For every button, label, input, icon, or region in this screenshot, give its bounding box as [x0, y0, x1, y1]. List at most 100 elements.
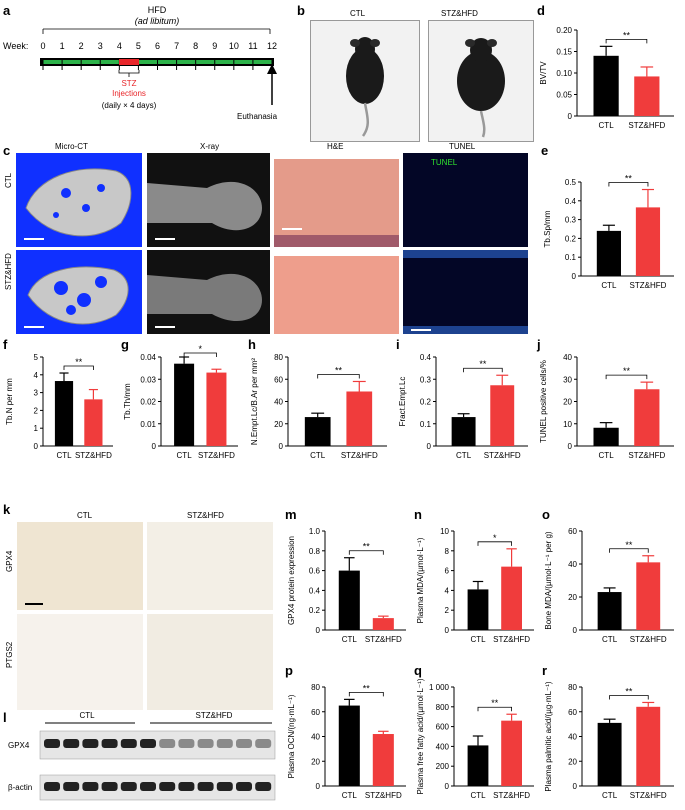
category-label: STZ&HFD: [493, 635, 530, 644]
bar-ctl: [304, 417, 331, 446]
panel-letter-a: a: [3, 3, 11, 18]
y-tick-label: 0.2: [309, 606, 321, 615]
y-tick-label: 40: [568, 560, 577, 569]
y-axis-label: Plasma MDA/(µmol·L⁻¹): [416, 537, 425, 623]
week-number: 6: [155, 41, 160, 51]
gpx4-band: [255, 739, 272, 748]
y-tick-label: 0.2: [565, 234, 577, 243]
chart-o: 0 20 40 60 Bone MDA/(µmol·L⁻¹ per g) CTL STZ&H…: [544, 527, 674, 644]
y-tick-label: 30: [563, 375, 572, 384]
bar-stz: [490, 385, 515, 446]
y-tick-label: 0.5: [565, 178, 577, 187]
bar-ctl: [593, 427, 619, 446]
category-label: STZ&HFD: [365, 635, 402, 644]
y-tick-label: 40: [563, 353, 572, 362]
col-label-tunel: TUNEL: [449, 142, 476, 151]
actin-band: [255, 782, 272, 791]
y-tick-label: 0.4: [565, 197, 577, 206]
y-tick-label: 4: [445, 586, 450, 595]
significance-label: *: [199, 344, 203, 354]
y-tick-label: 0.3: [420, 375, 432, 384]
week-number: 5: [136, 41, 141, 51]
y-axis-label: Plasma OCN/(ng·mL⁻¹): [287, 694, 296, 778]
panel-letter-l: l: [3, 710, 7, 725]
actin-band: [120, 782, 137, 791]
bar-ctl: [338, 705, 360, 786]
actin-band: [101, 782, 118, 791]
category-label: CTL: [56, 451, 72, 460]
significance-label: **: [625, 174, 633, 184]
panel-letter-m: m: [285, 507, 297, 522]
week-label: Week:: [3, 41, 28, 51]
y-tick-label: 0.4: [420, 353, 432, 362]
y-tick-label: 0: [34, 442, 39, 451]
gpx4-band: [216, 739, 233, 748]
actin-band: [140, 782, 156, 791]
y-tick-label: 60: [311, 708, 320, 717]
microct-ctl-image: [16, 153, 142, 247]
significance-bracket: [63, 365, 94, 371]
bar-ctl: [174, 363, 195, 446]
col-label-xray: X-ray: [200, 142, 220, 151]
y-tick-label: 0: [568, 442, 573, 451]
panel-letter-q: q: [414, 663, 422, 678]
he-stz-image: [274, 250, 399, 334]
significance-label: **: [625, 686, 633, 696]
stz-label: STZ: [121, 79, 136, 88]
week-number: 8: [193, 41, 198, 51]
col-label-microct: Micro-CT: [55, 142, 88, 151]
actin-band: [197, 782, 214, 791]
y-tick-label: 0.8: [309, 547, 321, 556]
y-tick-label: 3: [34, 389, 39, 398]
category-label: CTL: [342, 635, 358, 644]
gpx4-ctl-image: [17, 522, 143, 610]
panel-letter-r: r: [542, 663, 548, 678]
y-tick-label: 2: [34, 406, 39, 415]
bar-stz: [634, 389, 660, 446]
ptgs2-stz-image: [147, 614, 273, 710]
y-tick-label: 4: [34, 371, 39, 380]
category-label: CTL: [599, 121, 615, 130]
chart-n: 0 2 4 6 8 10 Plasma MDA/(µmol·L⁻¹) CTL STZ&HFD *: [416, 527, 534, 644]
significance-label: **: [623, 366, 631, 376]
y-tick-label: 80: [311, 683, 320, 692]
y-tick-label: 40: [274, 398, 283, 407]
y-tick-label: 60: [568, 708, 577, 717]
week-number: 1: [60, 41, 65, 51]
blot-row-actin: β-actin: [8, 783, 32, 792]
gpx4-band: [197, 739, 214, 748]
panel-letter-h: h: [248, 337, 256, 352]
hfd-label: HFD: [148, 5, 167, 15]
week-number: 11: [248, 41, 257, 51]
actin-band: [236, 782, 252, 791]
significance-bracket: [609, 548, 649, 553]
bar-stz: [636, 562, 661, 630]
bar-ctl: [467, 745, 489, 786]
western-blot: CTL STZ&HFD GPX4 β-actin: [8, 711, 276, 801]
y-tick-label: 80: [274, 353, 283, 362]
week-number: 7: [174, 41, 179, 51]
bar-ctl: [467, 589, 489, 630]
blot-group-stz: STZ&HFD: [196, 711, 233, 720]
bar-ctl: [597, 722, 622, 786]
y-tick-label: 6: [445, 567, 450, 576]
y-axis-label: N.Empt.Lc/B.Ar per mm²: [250, 358, 259, 445]
y-axis-label: TUNEL positive cells/%: [539, 360, 548, 443]
category-label: CTL: [602, 791, 618, 800]
y-tick-label: 0.10: [556, 69, 572, 78]
y-tick-label: 0: [316, 626, 321, 635]
significance-label: **: [625, 540, 633, 550]
stz-bar: [119, 59, 139, 65]
week-number: 3: [98, 41, 103, 51]
y-tick-label: 0.15: [556, 48, 572, 57]
category-label: STZ&HFD: [628, 451, 665, 460]
week-number: 10: [229, 41, 239, 51]
significance-label: **: [479, 359, 487, 369]
he-ctl-image: [274, 153, 399, 247]
tunel-ctl-image: TUNEL: [403, 153, 528, 247]
significance-bracket: [348, 550, 384, 555]
y-axis-label: Fract.Empt.Lc: [398, 377, 407, 427]
y-tick-label: 0.3: [565, 216, 577, 225]
week-number: 2: [79, 41, 84, 51]
row-label-stz: STZ&HFD: [4, 253, 13, 290]
